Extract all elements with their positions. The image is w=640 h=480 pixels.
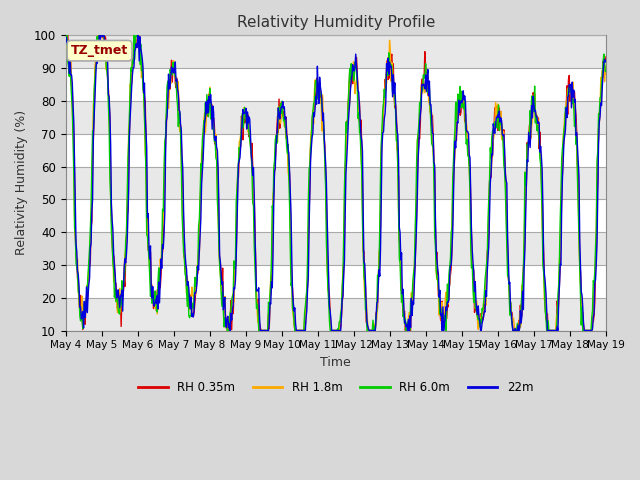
Bar xyxy=(65,101,606,134)
Bar xyxy=(65,134,606,167)
Bar xyxy=(65,68,606,101)
Bar xyxy=(65,298,606,331)
Bar xyxy=(65,199,606,232)
Legend: RH 0.35m, RH 1.8m, RH 6.0m, 22m: RH 0.35m, RH 1.8m, RH 6.0m, 22m xyxy=(134,376,538,398)
Bar xyxy=(65,167,606,199)
Bar xyxy=(65,36,606,68)
X-axis label: Time: Time xyxy=(321,356,351,369)
Text: TZ_tmet: TZ_tmet xyxy=(71,44,128,57)
Title: Relativity Humidity Profile: Relativity Humidity Profile xyxy=(237,15,435,30)
Bar xyxy=(65,232,606,265)
Y-axis label: Relativity Humidity (%): Relativity Humidity (%) xyxy=(15,110,28,255)
Bar xyxy=(65,265,606,298)
